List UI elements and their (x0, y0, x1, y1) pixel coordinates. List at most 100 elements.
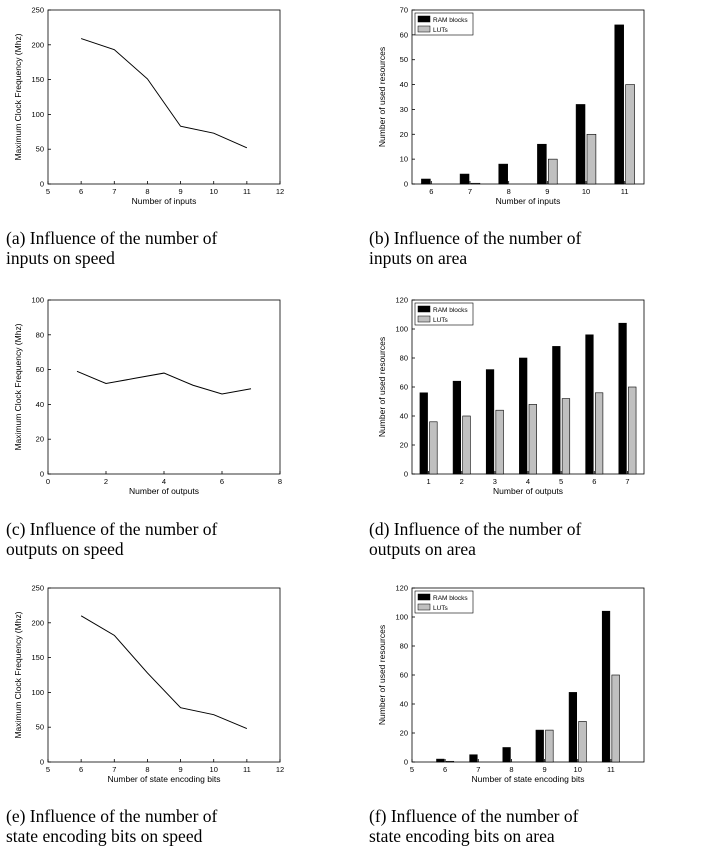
x-axis-label: Number of outputs (129, 486, 199, 496)
y-tick-label: 40 (400, 412, 408, 421)
x-tick-label: 7 (625, 477, 629, 486)
series-line (80, 615, 248, 730)
x-tick-label: 2 (104, 477, 108, 486)
chart-f: 0 20 40 60 80 100 120 5 6 7 8 9 10 11 Number of state … (377, 584, 645, 784)
y-tick-label: 100 (31, 688, 44, 697)
x-axis-label: Number of inputs (496, 196, 561, 206)
caption-line: (c) Influence of the number of (6, 519, 218, 539)
y-tick-label: 0 (404, 470, 408, 479)
chart-b: 0 10 20 30 40 50 60 70 6 7 8 9 10 11 Number of inputs N… (377, 6, 645, 206)
y-tick-label: 250 (31, 584, 44, 593)
bar-luts (445, 760, 455, 763)
y-axis-label: Maximum Clock Frequency (Mhz) (13, 33, 23, 160)
x-axis-label: Number of state encoding bits (108, 774, 221, 784)
x-tick-label: 8 (145, 187, 149, 196)
x-tick-label: 9 (178, 187, 182, 196)
y-tick-label: 0 (404, 758, 408, 767)
bar-luts (611, 674, 620, 763)
bar-ram-blocks (614, 24, 624, 185)
caption-line: inputs on area (369, 248, 468, 268)
y-tick-label: 20 (36, 435, 44, 444)
y-tick-label: 250 (31, 6, 44, 15)
bar-luts (586, 133, 597, 185)
x-tick-label: 6 (592, 477, 596, 486)
caption-line: (f) Influence of the number of (369, 806, 579, 826)
x-tick-label: 10 (574, 765, 582, 774)
legend-label: LUTs (433, 317, 449, 324)
legend-label: RAM blocks (433, 307, 468, 314)
y-tick-label: 20 (400, 441, 408, 450)
bar-luts (495, 409, 504, 475)
chart-c: 0 20 40 60 80 100 0 2 4 6 8 Number of outputs Maximu… (13, 296, 282, 497)
x-tick-label: 7 (112, 187, 116, 196)
y-tick-label: 0 (40, 758, 44, 767)
y-tick-label: 80 (400, 354, 408, 363)
x-tick-label: 12 (276, 187, 284, 196)
bar-ram-blocks (502, 747, 511, 763)
y-tick-label: 50 (36, 145, 44, 154)
legend-label: LUTs (433, 27, 449, 34)
legend-label: LUTs (433, 605, 449, 612)
x-tick-label: 10 (210, 187, 218, 196)
x-tick-label: 9 (545, 187, 549, 196)
bar-ram-blocks (421, 178, 431, 185)
bar-ram-blocks (519, 357, 528, 475)
series-line (80, 38, 248, 149)
y-tick-label: 100 (395, 325, 408, 334)
x-tick-label: 12 (276, 765, 284, 774)
bar-ram-blocks (459, 173, 470, 185)
caption-line: inputs on speed (6, 248, 115, 268)
x-tick-label: 6 (79, 187, 83, 196)
y-tick-label: 80 (400, 642, 408, 651)
caption-a: (a) Influence of the number of inputs on… (6, 228, 306, 268)
x-tick-label: 7 (112, 765, 116, 774)
x-axis-label: Number of state encoding bits (472, 774, 585, 784)
x-tick-label: 8 (509, 765, 513, 774)
x-tick-label: 5 (46, 765, 50, 774)
x-tick-label: 5 (559, 477, 563, 486)
chart-d: 0 20 40 60 80 100 120 1 2 3 4 5 6 7 Number of outputs N… (377, 296, 645, 496)
x-tick-label: 0 (46, 477, 50, 486)
x-tick-label: 9 (542, 765, 546, 774)
x-tick-label: 1 (426, 477, 430, 486)
legend-swatch (417, 305, 431, 313)
y-tick-label: 100 (395, 613, 408, 622)
caption-line: (b) Influence of the number of (369, 228, 582, 248)
bar-ram-blocks (537, 143, 547, 185)
legend-label: RAM blocks (433, 595, 468, 602)
y-tick-label: 60 (400, 383, 408, 392)
x-tick-label: 7 (468, 187, 472, 196)
bar-ram-blocks (585, 334, 594, 475)
y-tick-label: 40 (400, 700, 408, 709)
caption-line: outputs on area (369, 539, 476, 559)
y-tick-label: 200 (31, 40, 44, 49)
y-tick-label: 80 (36, 330, 44, 339)
bar-luts (561, 398, 571, 475)
plot-frame (411, 299, 645, 475)
legend-swatch (417, 25, 431, 33)
y-tick-label: 0 (40, 470, 44, 479)
y-tick-label: 120 (395, 296, 408, 305)
legend-label: RAM blocks (433, 17, 468, 24)
y-tick-label: 20 (400, 130, 408, 139)
y-tick-label: 10 (400, 155, 408, 164)
bar-ram-blocks (498, 163, 508, 185)
x-tick-label: 6 (429, 187, 433, 196)
bar-luts (470, 182, 481, 185)
x-tick-label: 5 (410, 765, 414, 774)
x-axis-label: Number of outputs (493, 486, 563, 496)
y-tick-label: 100 (31, 296, 44, 305)
x-tick-label: 4 (162, 477, 166, 486)
x-tick-label: 6 (79, 765, 83, 774)
bar-luts (625, 84, 635, 185)
bar-ram-blocks (452, 380, 462, 475)
x-tick-label: 2 (460, 477, 464, 486)
y-tick-label: 60 (400, 30, 408, 39)
bar-luts (578, 721, 587, 763)
y-tick-label: 20 (400, 729, 408, 738)
bar-luts (545, 729, 554, 763)
bar-luts (628, 386, 637, 475)
chart-e: 0 50 100 150 200 250 5 6 7 8 9 10 11 12 Number of stat… (13, 584, 284, 785)
y-tick-label: 100 (31, 110, 44, 119)
series-line (76, 370, 252, 395)
